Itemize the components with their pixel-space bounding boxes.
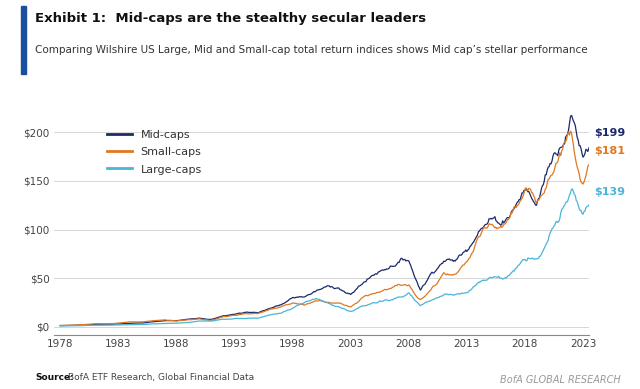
Text: $139: $139 (595, 187, 625, 196)
Legend: Mid-caps, Small-caps, Large-caps: Mid-caps, Small-caps, Large-caps (102, 125, 206, 179)
Text: $199: $199 (595, 128, 626, 138)
Text: BofA ETF Research, Global Financial Data: BofA ETF Research, Global Financial Data (68, 373, 255, 382)
Text: Source:: Source: (35, 373, 74, 382)
Text: Exhibit 1:  Mid-caps are the stealthy secular leaders: Exhibit 1: Mid-caps are the stealthy sec… (35, 12, 426, 25)
Text: Comparing Wilshire US Large, Mid and Small-cap total return indices shows Mid ca: Comparing Wilshire US Large, Mid and Sma… (35, 45, 588, 55)
Text: BofA GLOBAL RESEARCH: BofA GLOBAL RESEARCH (500, 375, 621, 385)
Text: $181: $181 (595, 146, 625, 156)
